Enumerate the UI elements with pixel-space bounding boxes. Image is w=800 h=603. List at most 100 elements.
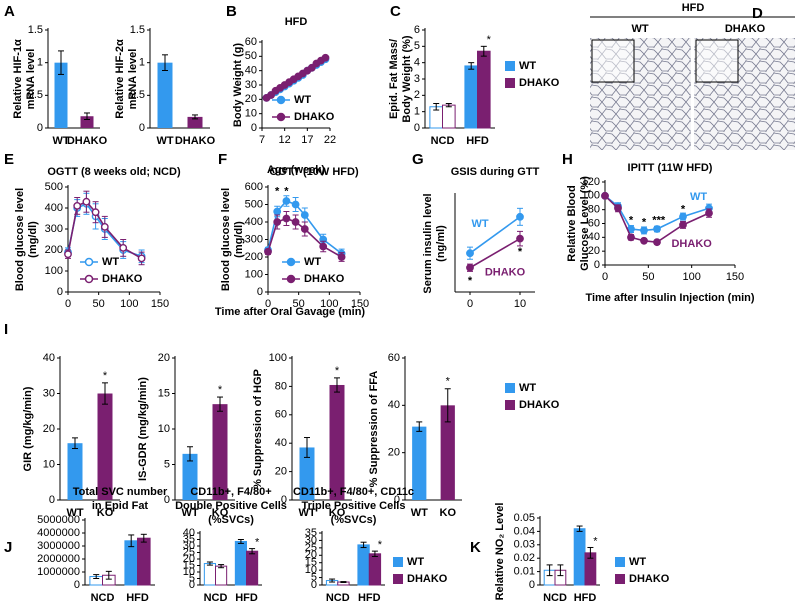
y-tick-label: 20 bbox=[183, 553, 195, 565]
chart-title: (%SVCs) bbox=[331, 514, 377, 526]
y-tick-label: 300 bbox=[245, 233, 263, 245]
x-tick-label: 100 bbox=[320, 298, 338, 310]
x-tick-label: DHAKO bbox=[67, 135, 108, 147]
micrograph-label: WT bbox=[631, 23, 648, 35]
y-axis-label: mRNA level bbox=[25, 49, 37, 110]
y-axis-label: Body Weight (g) bbox=[232, 43, 244, 127]
series-line bbox=[469, 216, 521, 254]
legend-label: DHAKO bbox=[407, 573, 448, 585]
y-axis-label: Relative HIF-2α bbox=[114, 39, 126, 119]
y-tick-label: 5 bbox=[414, 40, 420, 52]
annotation: DHAKO bbox=[671, 238, 712, 250]
bar bbox=[412, 426, 427, 500]
x-tick-label: 0 bbox=[65, 298, 71, 310]
chart-title: Double Positive Cells bbox=[175, 500, 287, 512]
y-tick-label: 0 bbox=[281, 494, 287, 506]
y-tick-label: 35 bbox=[305, 527, 317, 539]
x-tick-label: HFD bbox=[466, 135, 489, 147]
legend-label: DHAKO bbox=[629, 573, 670, 585]
point bbox=[705, 209, 713, 218]
x-axis-label: Age (week) bbox=[267, 164, 325, 176]
y-tick-label: 40 bbox=[388, 399, 400, 411]
micrograph-title: HFD bbox=[682, 2, 705, 14]
panel-letter: E bbox=[4, 151, 14, 168]
y-tick-label: 100 bbox=[269, 352, 287, 364]
bar bbox=[212, 404, 228, 500]
legend-swatch bbox=[615, 557, 625, 567]
y-tick-label: 40 bbox=[43, 352, 55, 364]
point bbox=[679, 212, 687, 221]
chart-title: OGTT (10W HFD) bbox=[269, 166, 359, 178]
y-tick-label: 5 bbox=[164, 458, 170, 470]
y-tick-label: 10 bbox=[245, 108, 257, 120]
y-tick-label: 5000000 bbox=[37, 514, 80, 526]
annotation: WT bbox=[690, 191, 707, 203]
bar bbox=[464, 65, 478, 129]
significance-star: * bbox=[487, 34, 492, 46]
y-tick-label: 20 bbox=[158, 352, 170, 364]
point bbox=[119, 243, 128, 252]
y-axis-label: Glucose Level (%) bbox=[579, 176, 591, 271]
y-tick-label: 5 bbox=[189, 572, 195, 584]
y-tick-label: 200 bbox=[245, 251, 263, 263]
point bbox=[300, 211, 309, 219]
y-tick-label: 20 bbox=[275, 466, 287, 478]
point bbox=[679, 220, 687, 229]
point bbox=[73, 201, 82, 210]
bar bbox=[182, 453, 198, 500]
x-tick-label: KO bbox=[97, 507, 114, 519]
y-axis-label: Relative Blood bbox=[566, 185, 578, 261]
point bbox=[282, 214, 291, 223]
x-tick-label: 22 bbox=[324, 134, 336, 146]
significance-star: * bbox=[593, 535, 598, 547]
y-axis-label: Relative HIF-1α bbox=[12, 39, 24, 119]
micrograph-panel: D HFD WT DHAKO bbox=[590, 2, 795, 150]
bar bbox=[215, 565, 228, 586]
legend-swatch bbox=[393, 574, 403, 584]
annotation: *** bbox=[652, 215, 666, 227]
bar bbox=[368, 553, 382, 586]
annotation: * bbox=[642, 217, 647, 229]
bar bbox=[97, 393, 113, 500]
legend-swatch bbox=[505, 383, 515, 393]
legend-marker bbox=[286, 274, 296, 284]
point bbox=[516, 212, 524, 221]
significance-star: * bbox=[218, 384, 223, 396]
annotation: * bbox=[681, 204, 686, 216]
y-tick-label: 60 bbox=[275, 409, 287, 421]
bar bbox=[440, 405, 455, 500]
x-tick-label: 17 bbox=[301, 134, 313, 146]
y-tick-label: 0 bbox=[189, 579, 195, 591]
y-axis-label: Epid. Fat Mass/ bbox=[388, 39, 400, 119]
legend-swatch bbox=[615, 574, 625, 584]
x-tick-label: DHAKO bbox=[175, 135, 216, 147]
y-axis-label: Body Weight (%) bbox=[401, 35, 413, 123]
chart-title: OGTT (8 weeks old; NCD) bbox=[47, 166, 181, 178]
y-axis-label: (mg/dl) bbox=[233, 221, 245, 258]
y-tick-label: 60 bbox=[388, 352, 400, 364]
legend-label: DHAKO bbox=[519, 77, 560, 89]
bar bbox=[124, 540, 139, 586]
annotation: * bbox=[468, 275, 473, 287]
panel-letter: D bbox=[752, 5, 763, 22]
x-tick-label: 100 bbox=[120, 298, 138, 310]
y-axis-label: % Suppression of HGP bbox=[252, 369, 264, 489]
chart-title: in Epid Fat bbox=[92, 500, 149, 512]
y-tick-label: 1.5 bbox=[130, 24, 145, 36]
y-tick-label: 600 bbox=[245, 181, 263, 193]
point bbox=[264, 247, 272, 256]
x-tick-label: KO bbox=[329, 507, 346, 519]
y-tick-label: 0.04 bbox=[514, 525, 535, 537]
point bbox=[321, 53, 330, 62]
x-tick-label: 0 bbox=[602, 271, 608, 283]
legend-swatch bbox=[505, 61, 515, 71]
point bbox=[516, 234, 524, 243]
y-tick-label: 0.05 bbox=[514, 512, 535, 524]
y-tick-label: 1 bbox=[414, 106, 420, 118]
point bbox=[291, 200, 300, 209]
y-tick-label: 15 bbox=[158, 387, 170, 399]
y-tick-label: 300 bbox=[45, 223, 63, 235]
significance-star: * bbox=[378, 539, 383, 551]
y-tick-label: 50 bbox=[245, 50, 257, 62]
